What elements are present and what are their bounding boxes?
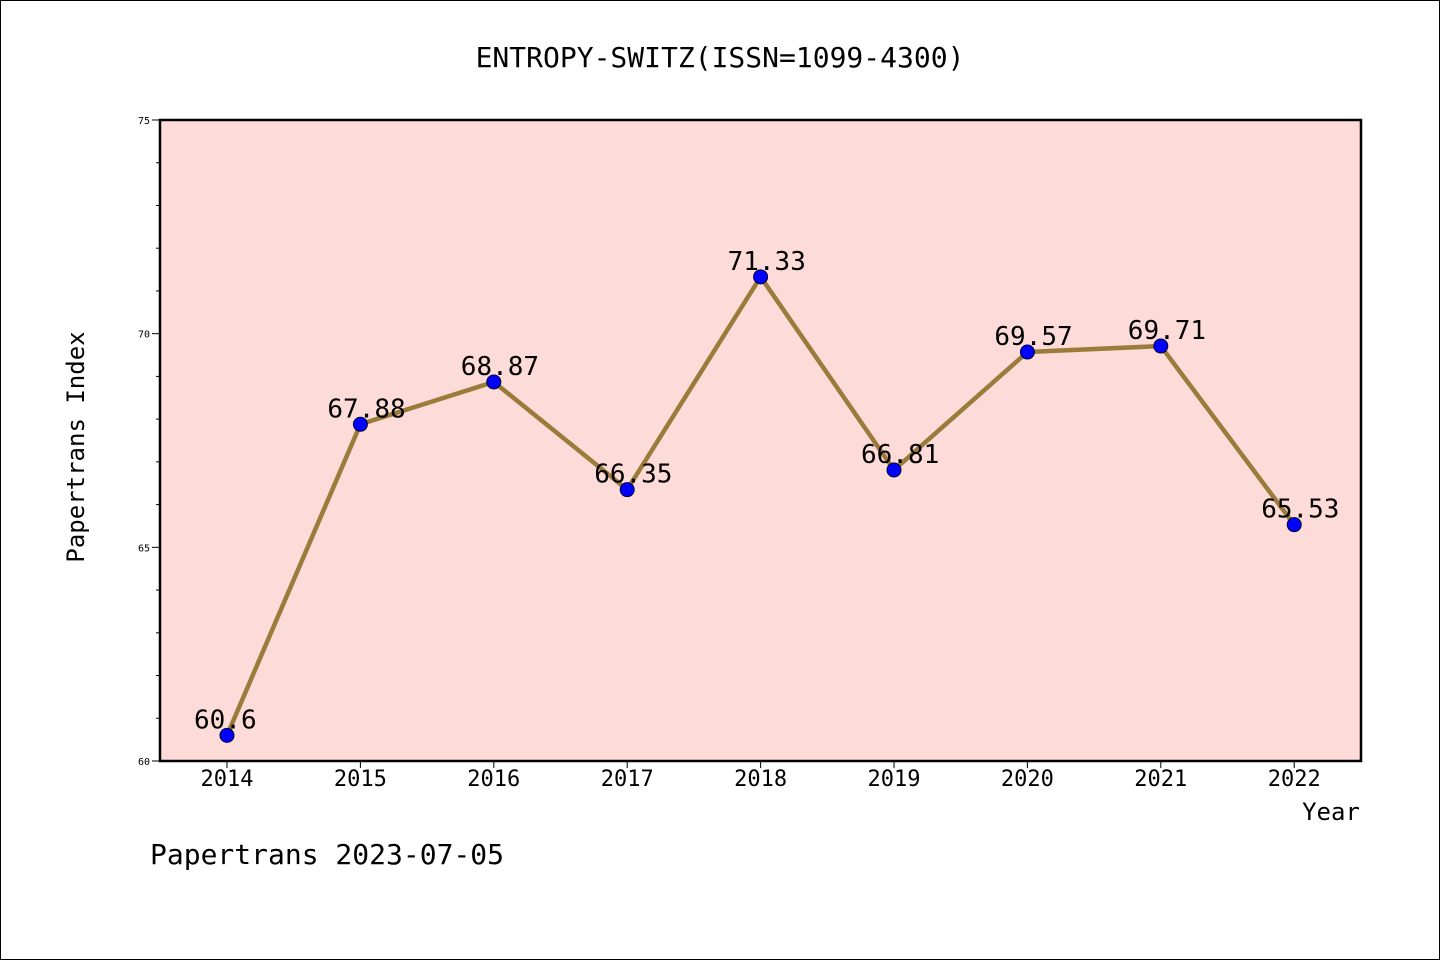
x-tick-label: 2021 [1134, 767, 1187, 792]
y-tick-label: 65 [138, 543, 150, 554]
data-label: 66.35 [594, 460, 672, 490]
data-point [886, 462, 902, 478]
data-label: 60.6 [194, 705, 257, 735]
chart-title: ENTROPY-SWITZ(ISSN=1099-4300) [476, 41, 965, 74]
x-tick-label: 2019 [868, 767, 921, 792]
data-point [486, 374, 502, 390]
data-point [219, 727, 235, 743]
x-tick-label: 2016 [467, 767, 520, 792]
data-point [619, 482, 635, 498]
data-point [1153, 338, 1169, 354]
data-label: 71.33 [728, 247, 806, 277]
x-tick-label: 2020 [1001, 767, 1054, 792]
y-tick-label: 70 [138, 330, 150, 341]
y-tick-label: 60 [138, 757, 150, 768]
x-tick-label: 2017 [601, 767, 654, 792]
x-axis-label: Year [1302, 798, 1360, 826]
data-label: 69.57 [994, 322, 1072, 352]
data-point [1019, 344, 1035, 360]
data-label: 67.88 [327, 394, 405, 424]
series-group: 60.6 67.88 68.87 66.35 71.33 66.81 69.57 69.71 6… [194, 247, 1339, 743]
data-label: 66.81 [861, 440, 939, 470]
x-tick-label: 2015 [334, 767, 387, 792]
y-axis-ticks: 60 65 70 75 [138, 116, 160, 768]
data-label: 68.87 [461, 352, 539, 382]
x-tick-label: 2018 [734, 767, 787, 792]
y-axis-label: Papertrans Index [62, 331, 90, 562]
footer-date-stamp: Papertrans 2023-07-05 [150, 838, 504, 871]
data-point [1286, 517, 1302, 533]
data-point [753, 269, 769, 285]
plot-area [158, 118, 1363, 763]
data-label: 69.71 [1128, 316, 1206, 346]
data-point [352, 416, 368, 432]
data-label: 65.53 [1261, 495, 1339, 525]
x-axis-ticks: 2014 2015 2016 2017 2018 2019 2020 2021 2022 [201, 761, 1321, 792]
x-tick-label: 2022 [1268, 767, 1321, 792]
y-tick-label: 75 [138, 116, 150, 127]
x-tick-label: 2014 [201, 767, 254, 792]
